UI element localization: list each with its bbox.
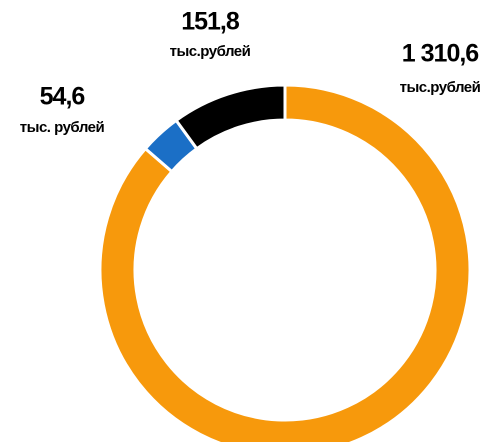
unit-label: тыс.рублей	[400, 79, 481, 96]
value-label: 1 310,6	[402, 40, 479, 68]
value-label: 54,6	[40, 83, 85, 111]
donut-segment	[98, 83, 472, 442]
donut-segment	[174, 83, 287, 151]
unit-label: тыс. рублей	[20, 119, 105, 136]
value-label: 151,8	[181, 8, 240, 36]
unit-label: тыс.рублей	[170, 43, 251, 60]
